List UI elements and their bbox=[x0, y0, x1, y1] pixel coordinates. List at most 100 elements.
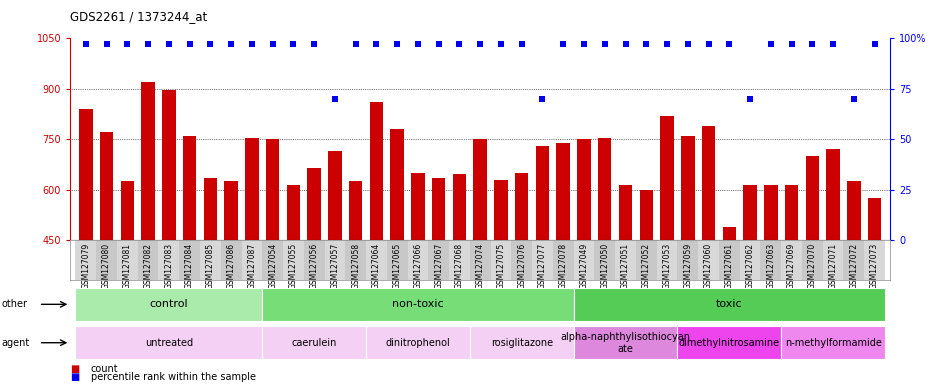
Point bbox=[389, 41, 404, 48]
Bar bbox=[781, 240, 801, 280]
Point bbox=[534, 96, 549, 102]
Bar bbox=[245, 137, 258, 384]
Text: GSM127055: GSM127055 bbox=[288, 243, 298, 289]
Point bbox=[140, 41, 155, 48]
Bar bbox=[701, 126, 714, 384]
Point bbox=[555, 41, 570, 48]
Bar bbox=[266, 139, 279, 384]
Point bbox=[472, 41, 487, 48]
Text: GSM127071: GSM127071 bbox=[827, 243, 837, 289]
Bar bbox=[162, 91, 175, 384]
Point bbox=[431, 41, 446, 48]
Text: GSM127067: GSM127067 bbox=[433, 243, 443, 289]
Bar bbox=[636, 240, 656, 280]
Point bbox=[680, 41, 695, 48]
Text: ■: ■ bbox=[70, 364, 80, 374]
Bar bbox=[307, 168, 320, 384]
Bar bbox=[614, 240, 636, 280]
Text: GSM127086: GSM127086 bbox=[227, 243, 235, 289]
Bar bbox=[801, 240, 822, 280]
Bar bbox=[262, 240, 283, 280]
Point bbox=[804, 41, 819, 48]
Bar bbox=[366, 240, 387, 280]
Text: untreated: untreated bbox=[145, 338, 193, 348]
Text: rosiglitazone: rosiglitazone bbox=[490, 338, 552, 348]
Bar bbox=[573, 240, 593, 280]
Bar bbox=[680, 136, 694, 384]
Point bbox=[763, 41, 778, 48]
Bar bbox=[784, 185, 797, 384]
Point bbox=[741, 96, 756, 102]
Bar bbox=[822, 240, 842, 280]
Text: non-toxic: non-toxic bbox=[391, 299, 444, 310]
Bar bbox=[722, 227, 736, 384]
Bar bbox=[138, 240, 158, 280]
Bar bbox=[283, 240, 303, 280]
Text: dimethylnitrosamine: dimethylnitrosamine bbox=[678, 338, 779, 348]
Bar bbox=[100, 132, 113, 384]
Point bbox=[700, 41, 715, 48]
Text: count: count bbox=[91, 364, 118, 374]
Text: alpha-naphthylisothiocyan
ate: alpha-naphthylisothiocyan ate bbox=[560, 332, 690, 354]
Text: GSM127065: GSM127065 bbox=[392, 243, 402, 289]
Bar bbox=[842, 240, 863, 280]
Point bbox=[783, 41, 798, 48]
Text: GSM127060: GSM127060 bbox=[703, 243, 712, 289]
Bar bbox=[345, 240, 366, 280]
Text: GSM127082: GSM127082 bbox=[143, 243, 153, 289]
Bar bbox=[158, 240, 179, 280]
Text: GSM127063: GSM127063 bbox=[766, 243, 774, 289]
Text: GSM127087: GSM127087 bbox=[247, 243, 256, 289]
Point bbox=[99, 41, 114, 48]
Text: GSM127081: GSM127081 bbox=[123, 243, 132, 289]
Bar bbox=[324, 240, 345, 280]
Bar bbox=[515, 173, 528, 384]
Text: GSM127085: GSM127085 bbox=[206, 243, 214, 289]
Point bbox=[182, 41, 197, 48]
Bar bbox=[179, 240, 199, 280]
Bar bbox=[390, 129, 403, 384]
Text: GSM127056: GSM127056 bbox=[309, 243, 318, 289]
Bar bbox=[863, 240, 884, 280]
Point bbox=[348, 41, 363, 48]
Text: GSM127077: GSM127077 bbox=[537, 243, 547, 289]
Point bbox=[825, 41, 840, 48]
Bar bbox=[656, 240, 677, 280]
Point bbox=[493, 41, 508, 48]
Bar bbox=[79, 109, 93, 384]
Bar bbox=[141, 82, 154, 384]
Bar bbox=[593, 240, 614, 280]
Bar bbox=[473, 139, 487, 384]
Bar bbox=[697, 240, 718, 280]
Bar bbox=[763, 185, 777, 384]
Bar bbox=[328, 151, 342, 384]
Bar bbox=[117, 240, 138, 280]
Bar bbox=[407, 240, 428, 280]
Text: GSM127072: GSM127072 bbox=[848, 243, 857, 289]
Bar bbox=[826, 149, 839, 384]
Text: GSM127069: GSM127069 bbox=[786, 243, 796, 289]
Text: GSM127080: GSM127080 bbox=[102, 243, 111, 289]
Bar bbox=[846, 181, 859, 384]
Text: GSM127074: GSM127074 bbox=[475, 243, 484, 289]
Point bbox=[451, 41, 466, 48]
Text: GSM127070: GSM127070 bbox=[807, 243, 816, 289]
Bar bbox=[411, 173, 424, 384]
Point bbox=[306, 41, 321, 48]
Text: GSM127052: GSM127052 bbox=[641, 243, 651, 289]
Point bbox=[721, 41, 736, 48]
Point bbox=[866, 41, 881, 48]
Bar bbox=[428, 240, 448, 280]
Bar bbox=[199, 240, 221, 280]
Bar bbox=[96, 240, 117, 280]
Bar bbox=[618, 185, 632, 384]
Text: GSM127050: GSM127050 bbox=[600, 243, 608, 289]
Bar bbox=[535, 146, 548, 384]
Text: GSM127058: GSM127058 bbox=[351, 243, 359, 289]
Text: GSM127068: GSM127068 bbox=[455, 243, 463, 289]
Text: GSM127064: GSM127064 bbox=[372, 243, 381, 289]
Bar bbox=[552, 240, 573, 280]
Text: GSM127078: GSM127078 bbox=[558, 243, 567, 289]
Bar bbox=[348, 181, 362, 384]
Bar bbox=[387, 240, 407, 280]
